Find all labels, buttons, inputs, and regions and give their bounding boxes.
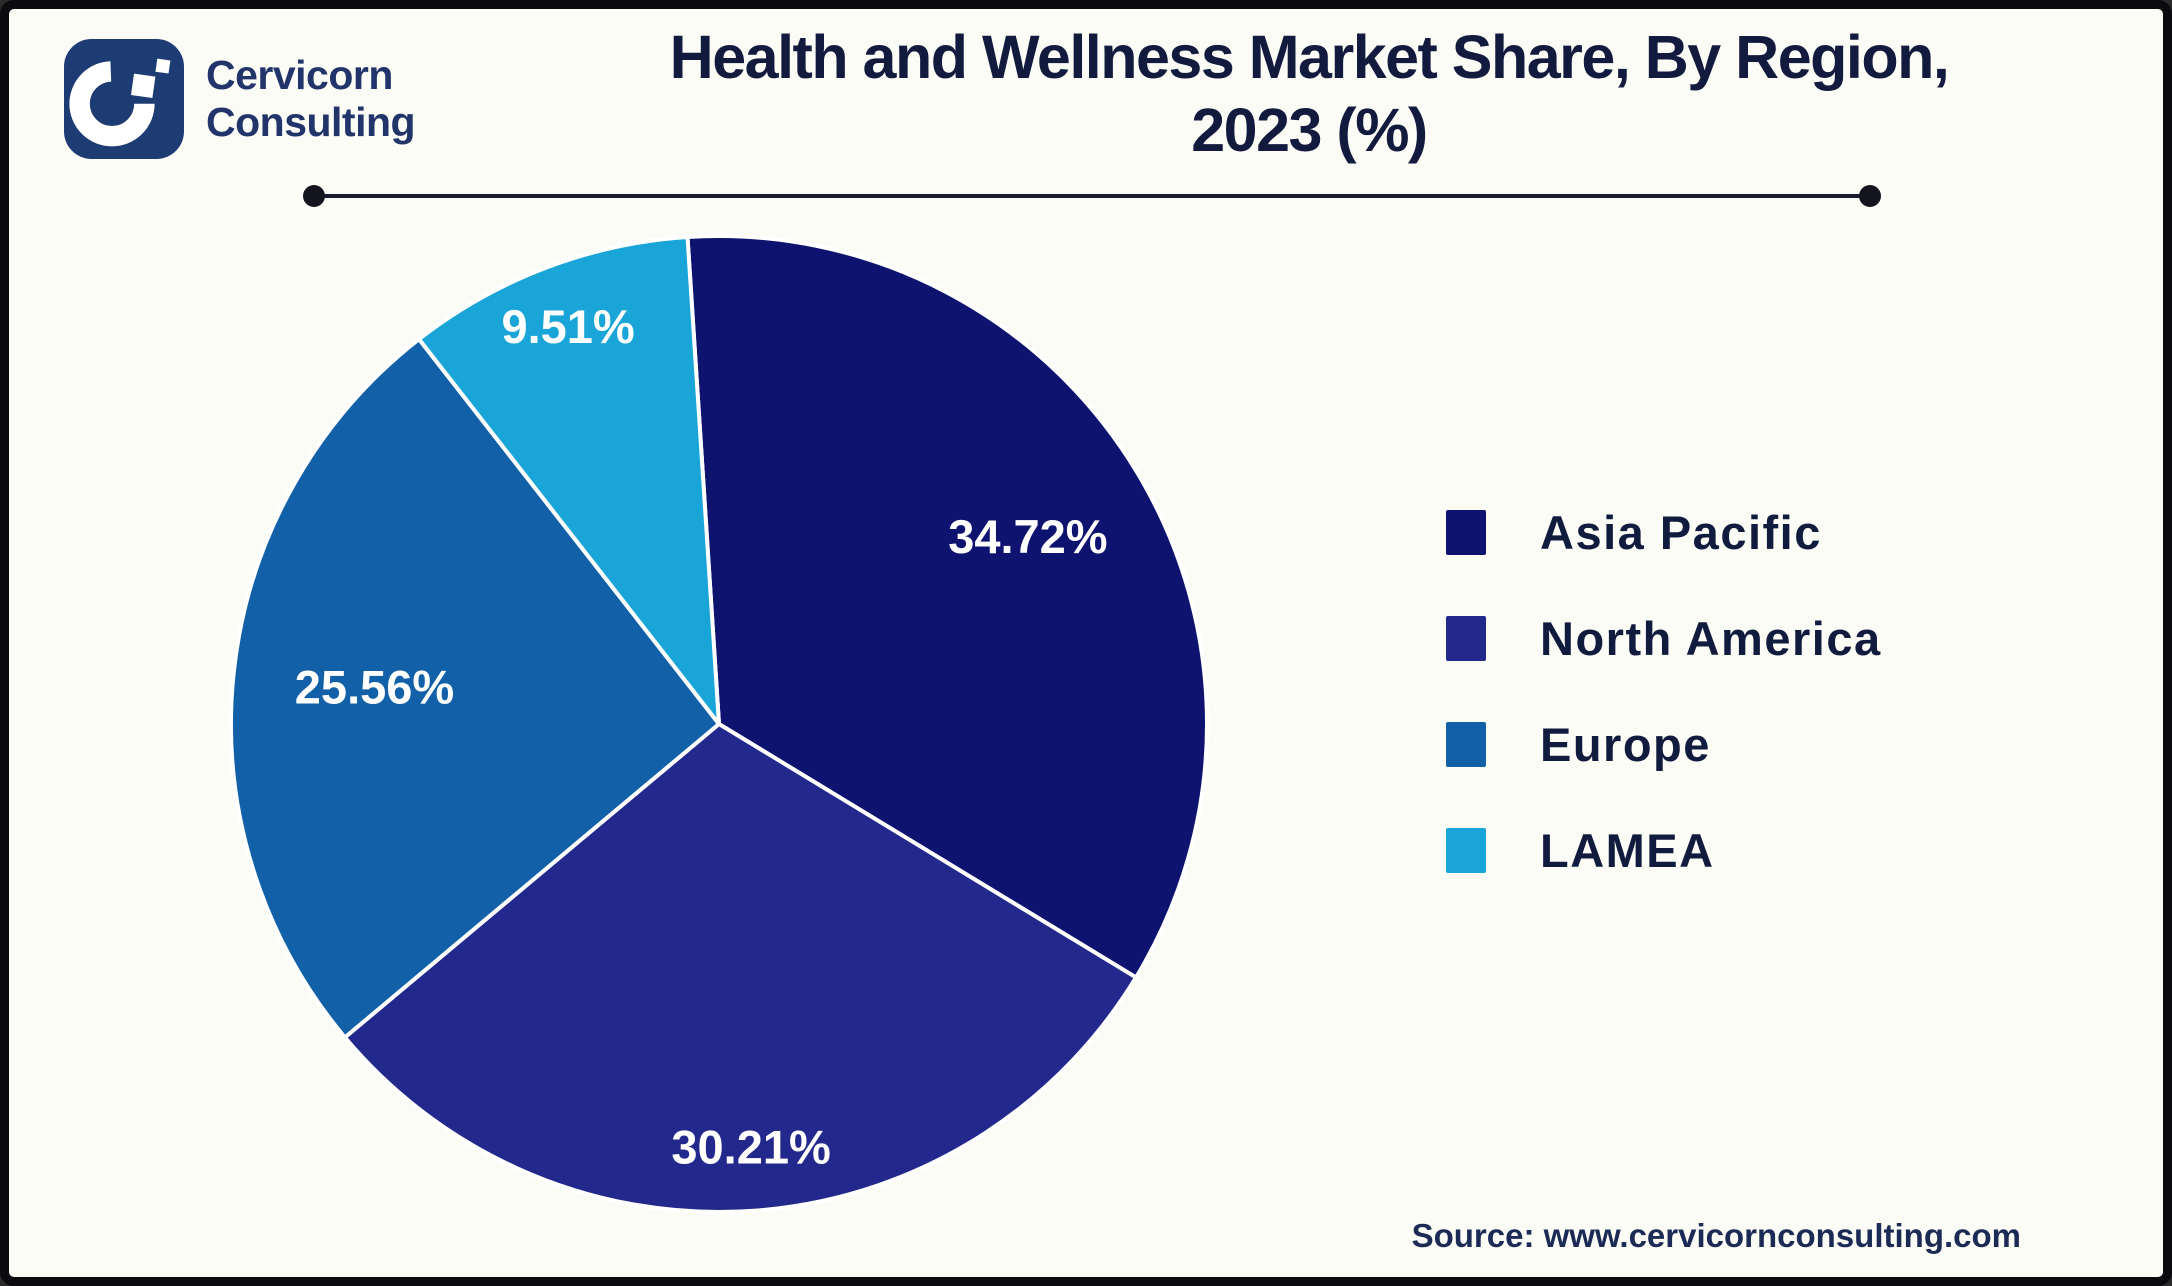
legend-item-north-america: North America (1446, 611, 1882, 666)
legend: Asia Pacific North America Europe LAMEA (1446, 505, 1882, 878)
title-divider-line (303, 185, 1881, 207)
pie-slice-asia-pacific (685, 234, 1209, 980)
legend-swatch-lamea (1446, 828, 1486, 873)
pie-data-label-lamea: 9.51% (501, 300, 634, 353)
brand-logo: Cervicorn Consulting (64, 39, 416, 159)
cervicorn-logo-icon (64, 39, 184, 159)
pie-slice-lamea (416, 235, 721, 726)
legend-item-europe: Europe (1446, 717, 1882, 772)
legend-label-europe: Europe (1540, 718, 1711, 771)
pie-chart-area: 34.72% 30.21% 25.56% 9.51% (224, 229, 1214, 1219)
legend-swatch-europe (1446, 722, 1486, 767)
brand-name-line1: Cervicorn (206, 52, 393, 98)
brand-name: Cervicorn Consulting (206, 52, 416, 146)
legend-label-north-america: North America (1540, 612, 1882, 665)
legend-swatch-north-america (1446, 616, 1486, 661)
legend-label-asia-pacific: Asia Pacific (1540, 506, 1822, 559)
legend-item-lamea: LAMEA (1446, 823, 1882, 878)
chart-title-line2: 2023 (%) (1191, 96, 1428, 164)
legend-item-asia-pacific: Asia Pacific (1446, 505, 1882, 560)
pie-slice-europe (229, 337, 721, 1040)
pie-slice-north-america (342, 722, 1139, 1214)
pie-data-label-north-america: 30.21% (671, 1120, 830, 1173)
chart-title: Health and Wellness Market Share, By Reg… (479, 21, 2139, 167)
divider-dot-right (1859, 185, 1881, 207)
legend-swatch-asia-pacific (1446, 510, 1486, 555)
chart-title-line1: Health and Wellness Market Share, By Reg… (669, 23, 1950, 91)
pie-data-label-europe: 25.56% (295, 660, 454, 713)
pie-chart: 34.72% 30.21% 25.56% 9.51% (229, 234, 1209, 1214)
divider-dot-left (303, 185, 325, 207)
legend-label-lamea: LAMEA (1540, 824, 1715, 877)
pie-data-label-asia-pacific: 34.72% (948, 510, 1107, 563)
source-attribution: Source: www.cervicornconsulting.com (1411, 1217, 2021, 1254)
brand-name-line2: Consulting (206, 99, 416, 145)
